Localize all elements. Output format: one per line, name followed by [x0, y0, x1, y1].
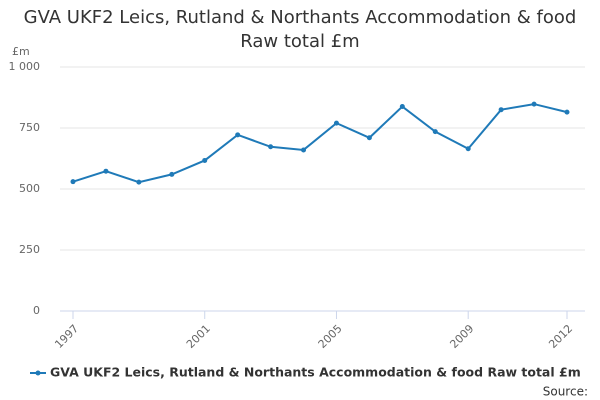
point [399, 104, 405, 110]
point [136, 179, 142, 185]
point [268, 144, 274, 150]
x-tick-label: 2009 [447, 322, 476, 351]
chart-title: GVA UKF2 Leics, Rutland & Northants Acco… [23, 7, 577, 52]
point [531, 101, 537, 107]
point [169, 171, 175, 177]
y-tick-label: 250 [19, 243, 40, 256]
point [103, 168, 109, 174]
y-tick-label: 0 [33, 304, 40, 317]
y-tick-label: 1 000 [9, 60, 41, 73]
point [333, 120, 339, 126]
point [301, 147, 307, 153]
point [432, 129, 438, 135]
legend-marker [35, 370, 41, 376]
y-tick-label: 500 [19, 182, 40, 195]
legend-label: GVA UKF2 Leics, Rutland & Northants Acco… [50, 365, 581, 380]
point [235, 132, 241, 138]
x-tick-label: 1997 [52, 322, 81, 351]
x-tick-label: 2012 [546, 322, 575, 351]
point [202, 157, 208, 163]
point [564, 109, 570, 115]
point [366, 135, 372, 141]
x-tick-label: 2005 [316, 322, 345, 351]
y-tick-label: 750 [19, 121, 40, 134]
y-axis-label: £m [12, 45, 30, 58]
point [465, 146, 471, 152]
source: Source: [543, 385, 588, 399]
x-tick-label: 2001 [184, 322, 213, 351]
point [70, 179, 76, 185]
line [72, 103, 568, 184]
point [498, 107, 504, 113]
